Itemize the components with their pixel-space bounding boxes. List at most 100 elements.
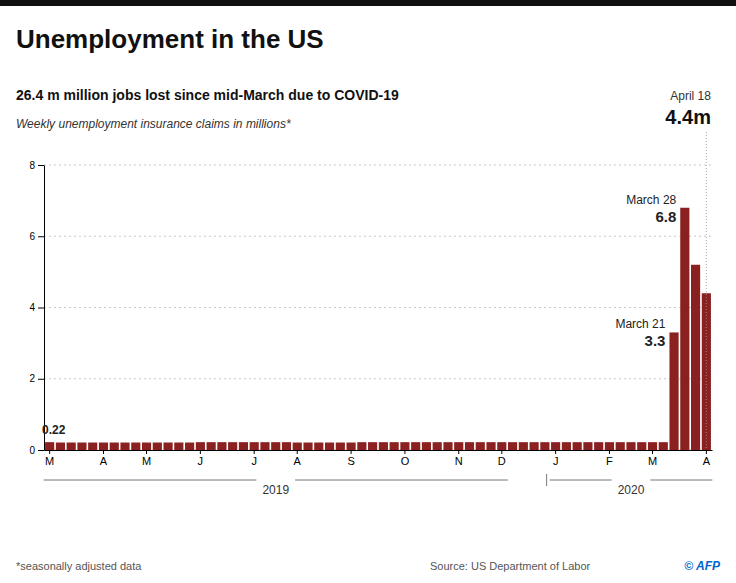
- bar: [573, 442, 582, 450]
- x-tick-mark: [49, 450, 50, 454]
- bar: [390, 442, 399, 450]
- bar: [637, 442, 646, 450]
- bar: [56, 443, 65, 450]
- y-tick: 8: [29, 160, 44, 171]
- bar: [120, 443, 129, 450]
- grid-line: [44, 236, 712, 237]
- y-tick-mark: [38, 450, 44, 451]
- grid: [44, 165, 712, 450]
- y-tick: 2: [29, 373, 44, 384]
- y-axis-line: [44, 166, 45, 451]
- x-tick-label: N: [455, 455, 463, 467]
- bar: [626, 442, 635, 450]
- bar: [648, 442, 657, 450]
- x-tick-label: M: [142, 455, 151, 467]
- x-group-line: [295, 480, 508, 481]
- y-tick-mark: [38, 379, 44, 380]
- bar: [250, 442, 259, 450]
- annotation-value: 3.3: [645, 332, 666, 349]
- bar: [411, 442, 420, 450]
- bar: [659, 442, 668, 450]
- bars: [45, 208, 711, 450]
- bar: [540, 442, 549, 450]
- bar: [368, 442, 377, 450]
- bar: [207, 442, 216, 450]
- grid-line: [44, 165, 712, 166]
- annotation-value: 6.8: [655, 208, 676, 225]
- x-group-label: 2019: [262, 483, 289, 497]
- x-group-line: [650, 480, 712, 481]
- y-tick-mark: [38, 236, 44, 237]
- annotation-label: April 18: [670, 89, 711, 103]
- y-tick-mark: [38, 165, 44, 166]
- x-axis: MAMJJASONDJFMA: [45, 450, 713, 467]
- x-tick-label: O: [401, 455, 410, 467]
- x-tick: J: [553, 450, 559, 467]
- bar: [239, 442, 248, 450]
- bar: [605, 442, 614, 450]
- y-tick-label: 2: [29, 373, 35, 384]
- bar: [680, 208, 689, 450]
- bar: [314, 443, 323, 450]
- bar: [691, 265, 700, 450]
- x-group-separator: [546, 474, 547, 486]
- bar: [260, 442, 269, 450]
- bar: [153, 443, 162, 450]
- bar: [174, 443, 183, 450]
- bar: [422, 442, 431, 450]
- x-tick-mark: [706, 450, 707, 454]
- bar: [217, 442, 226, 450]
- x-tick: M: [648, 450, 657, 467]
- x-tick: A: [703, 450, 711, 467]
- x-tick-mark: [351, 450, 352, 454]
- x-tick: A: [100, 450, 108, 467]
- x-tick: J: [251, 450, 256, 467]
- footer-credit: © AFP: [684, 559, 721, 573]
- bar: [497, 442, 506, 450]
- y-tick: 0: [29, 445, 44, 456]
- x-tick-mark: [609, 450, 610, 454]
- x-tick-mark: [501, 450, 502, 454]
- bar: [530, 442, 539, 450]
- bar: [271, 442, 280, 450]
- x-tick-mark: [458, 450, 459, 454]
- top-rule: [0, 0, 736, 6]
- x-tick-label: F: [606, 455, 613, 467]
- bar: [616, 442, 625, 450]
- y-tick-mark: [38, 308, 44, 309]
- bar: [669, 332, 678, 450]
- bar: [303, 443, 312, 450]
- x-tick-mark: [146, 450, 147, 454]
- annotation-label: March 21: [615, 317, 665, 331]
- x-tick-label: J: [251, 455, 256, 467]
- x-tick: F: [606, 450, 613, 467]
- bar: [77, 443, 86, 450]
- bar: [88, 443, 97, 450]
- subtitle: 26.4 m million jobs lost since mid-March…: [16, 87, 399, 103]
- x-axis-line: [45, 450, 713, 451]
- y-label: Weekly unemployment insurance claims in …: [16, 117, 291, 131]
- bar: [379, 442, 388, 450]
- x-tick-label: A: [294, 455, 302, 467]
- bar: [433, 442, 442, 450]
- x-tick: N: [455, 450, 463, 467]
- x-tick: J: [198, 450, 204, 467]
- x-tick: S: [347, 450, 354, 467]
- bar: [594, 442, 603, 450]
- x-tick-mark: [297, 450, 298, 454]
- x-tick-label: S: [347, 455, 354, 467]
- grid-line: [44, 378, 712, 379]
- x-group-line: [550, 480, 612, 481]
- bar: [131, 443, 140, 450]
- bar: [325, 443, 334, 450]
- x-tick-label: J: [553, 455, 559, 467]
- x-group-label: 2020: [618, 483, 645, 497]
- bar: [562, 442, 571, 450]
- footer-note: *seasonally adjusted data: [16, 560, 142, 572]
- x-tick-label: A: [100, 455, 108, 467]
- bar: [508, 442, 517, 450]
- x-tick-label: A: [703, 455, 711, 467]
- bar: [454, 442, 463, 450]
- bar: [551, 442, 560, 450]
- bar: [443, 442, 452, 450]
